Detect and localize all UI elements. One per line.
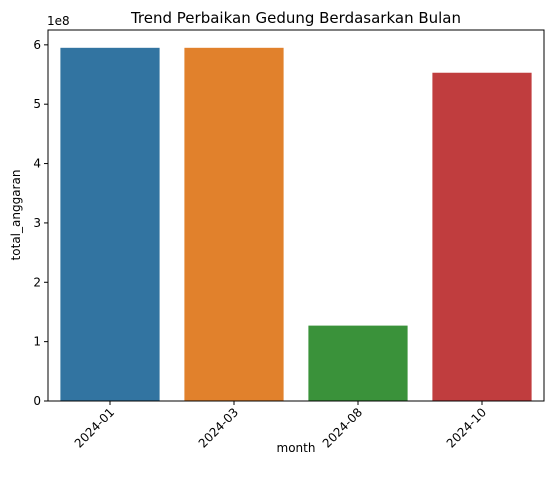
chart-title: Trend Perbaikan Gedung Berdasarkan Bulan	[130, 9, 461, 27]
x-tick-label: 2024-01	[72, 405, 117, 450]
y-axis-offset-label: 1e8	[47, 14, 70, 28]
y-axis-ticks: 0 1 2 3 4 5 6	[33, 38, 48, 408]
y-tick-label: 3	[33, 216, 41, 230]
y-tick-label: 1	[33, 335, 41, 349]
x-tick-label: 2024-08	[320, 405, 365, 450]
y-tick-label: 0	[33, 394, 41, 408]
x-axis-label: month	[277, 441, 316, 455]
plot-frame	[47, 29, 545, 402]
y-axis-label: total_anggaran	[9, 170, 23, 261]
bar-2024-08	[308, 325, 408, 401]
y-tick-label: 6	[33, 38, 41, 52]
bar-2024-01	[60, 47, 160, 402]
y-tick-label: 2	[33, 275, 41, 289]
bar-2024-10	[432, 72, 532, 401]
bar-2024-03	[184, 47, 284, 402]
x-tick-label: 2024-03	[196, 405, 241, 450]
bars-layer	[60, 47, 532, 402]
y-tick-label: 5	[33, 97, 41, 111]
y-tick-label: 4	[33, 157, 41, 171]
x-tick-label: 2024-10	[444, 405, 489, 450]
